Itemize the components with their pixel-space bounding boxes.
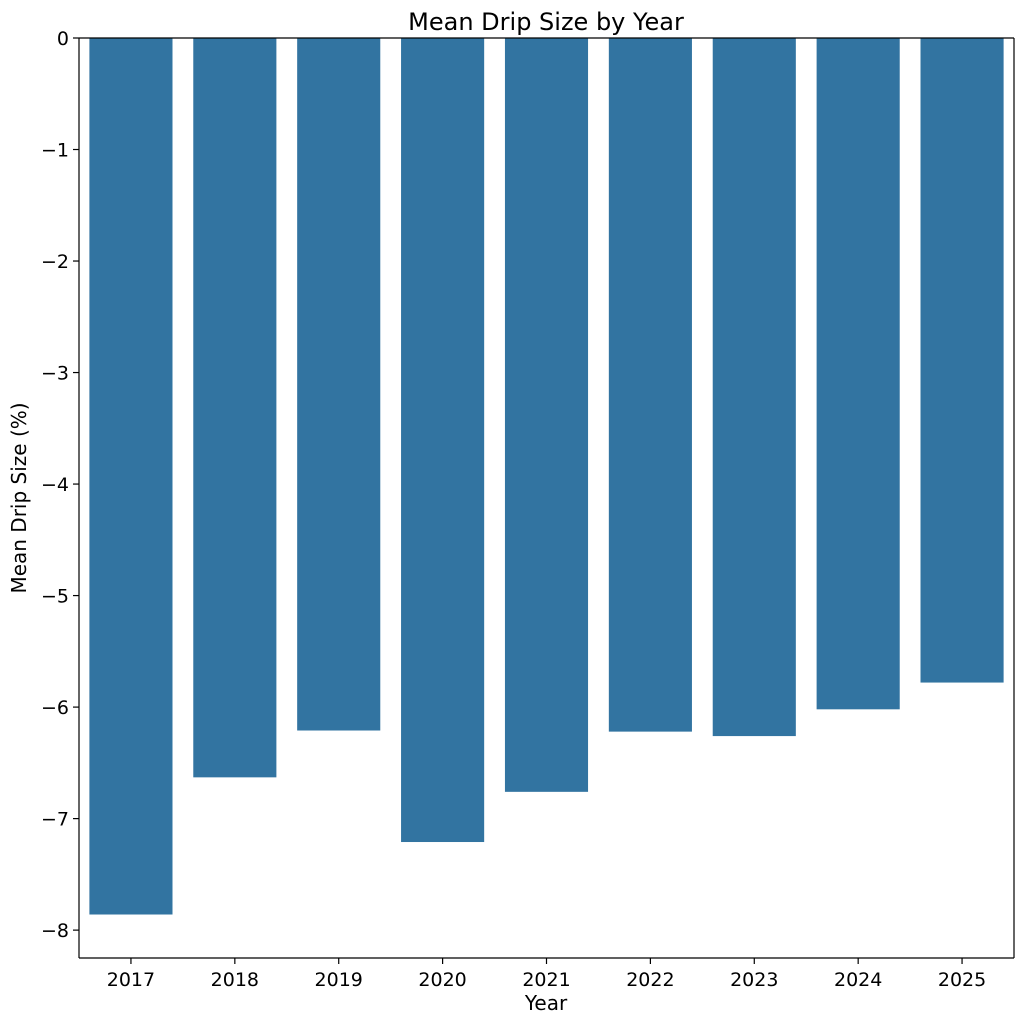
y-tick-label: −3	[41, 363, 69, 385]
y-tick-label: −1	[41, 140, 69, 162]
bar-2021	[504, 38, 589, 792]
x-tick-label: 2024	[834, 969, 882, 991]
y-tick-label: −5	[41, 586, 69, 608]
bar-2020	[401, 38, 485, 843]
bar-2024	[816, 38, 900, 710]
chart-title: Mean Drip Size by Year	[408, 8, 684, 36]
x-tick-label: 2021	[522, 969, 570, 991]
x-tick-label: 2017	[107, 969, 155, 991]
x-tick-label: 2022	[626, 969, 674, 991]
x-tick-label: 2019	[315, 969, 363, 991]
x-axis: 2017 2018 2019 2020 2021 2022 2023 2024 2025	[107, 958, 986, 991]
x-tick-label: 2025	[938, 969, 986, 991]
bar-2023	[712, 38, 796, 737]
bar-2022	[608, 38, 692, 732]
y-axis-label: Mean Drip Size (%)	[7, 402, 31, 593]
y-tick-label: −7	[41, 809, 69, 831]
bar-2018	[193, 38, 277, 778]
x-axis-label: Year	[524, 991, 568, 1015]
y-tick-label: 0	[57, 28, 69, 50]
bar-2017	[89, 38, 173, 915]
y-tick-label: −8	[41, 920, 69, 942]
y-axis: 0 −1 −2 −3 −4 −5 −6 −7 −8	[41, 28, 79, 942]
bars-group	[89, 38, 1004, 915]
y-tick-label: −2	[41, 251, 69, 273]
x-tick-label: 2020	[418, 969, 466, 991]
y-tick-label: −6	[41, 697, 69, 719]
bar-2019	[297, 38, 381, 731]
bar-2025	[920, 38, 1004, 683]
y-tick-label: −4	[41, 474, 69, 496]
x-tick-label: 2018	[211, 969, 259, 991]
x-tick-label: 2023	[730, 969, 778, 991]
